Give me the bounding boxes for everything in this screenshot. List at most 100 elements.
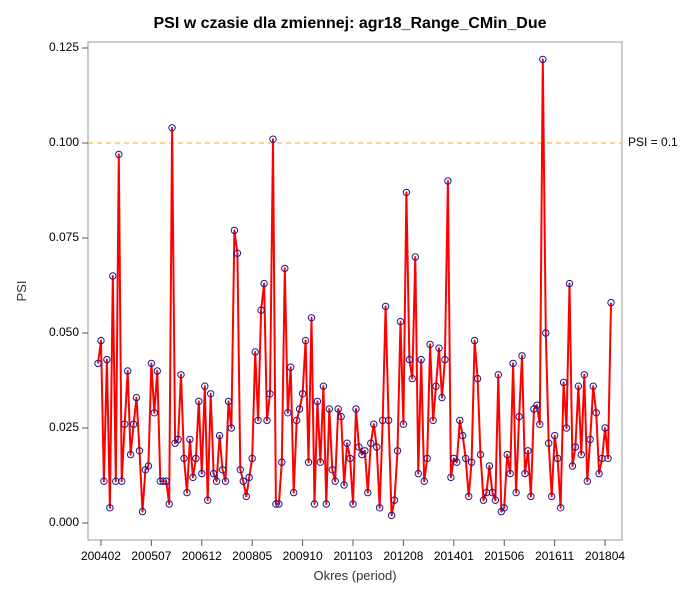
data-point bbox=[138, 507, 147, 516]
data-point bbox=[150, 409, 159, 417]
plot-area-frame bbox=[87, 41, 623, 541]
data-point bbox=[260, 279, 268, 288]
data-point bbox=[121, 420, 129, 428]
data-point bbox=[97, 336, 105, 345]
data-point bbox=[444, 177, 452, 185]
data-point bbox=[361, 447, 369, 455]
data-point bbox=[100, 477, 108, 485]
data-point bbox=[390, 496, 399, 504]
y-tick-label: 0.050 bbox=[49, 325, 79, 339]
data-point bbox=[198, 469, 206, 478]
data-point bbox=[124, 367, 132, 375]
data-point bbox=[153, 367, 162, 375]
data-point bbox=[420, 477, 428, 485]
data-point bbox=[316, 458, 325, 466]
x-tick-label: 201506 bbox=[484, 549, 524, 563]
y-tick-label: 0.075 bbox=[49, 230, 79, 244]
data-point bbox=[337, 412, 345, 421]
y-tick-label: 0.025 bbox=[49, 420, 79, 434]
data-point bbox=[367, 439, 375, 447]
data-point bbox=[135, 447, 144, 455]
data-point bbox=[177, 371, 185, 379]
data-point bbox=[162, 477, 170, 485]
data-point bbox=[384, 416, 393, 425]
data-point bbox=[515, 412, 523, 421]
data-point bbox=[509, 359, 517, 368]
data-point bbox=[542, 329, 550, 337]
data-point bbox=[215, 431, 224, 440]
data-point bbox=[290, 488, 298, 497]
data-point bbox=[524, 447, 532, 455]
data-point bbox=[438, 393, 446, 402]
x-tick-label: 200612 bbox=[182, 549, 222, 563]
data-point bbox=[521, 469, 529, 478]
data-point bbox=[352, 405, 360, 413]
data-point bbox=[423, 454, 431, 463]
data-point bbox=[218, 466, 227, 474]
data-point bbox=[447, 473, 455, 482]
data-point bbox=[183, 488, 191, 497]
data-point bbox=[325, 405, 333, 413]
data-point bbox=[548, 492, 556, 501]
data-point bbox=[221, 477, 230, 485]
psi-series-line bbox=[97, 58, 612, 517]
data-point bbox=[319, 382, 328, 390]
data-point bbox=[118, 477, 126, 485]
data-point bbox=[393, 447, 402, 455]
data-point bbox=[539, 55, 547, 64]
data-point bbox=[551, 431, 559, 440]
data-point bbox=[411, 253, 419, 261]
data-point bbox=[195, 397, 203, 406]
data-point bbox=[340, 481, 348, 489]
data-point bbox=[462, 454, 470, 463]
x-tick-label: 201208 bbox=[383, 549, 423, 563]
data-point bbox=[298, 390, 307, 398]
data-point bbox=[453, 458, 461, 466]
reference-line-group: PSI = 0.1 bbox=[88, 135, 678, 149]
data-point bbox=[376, 504, 384, 512]
data-point bbox=[233, 249, 242, 257]
data-point bbox=[204, 496, 212, 504]
data-point bbox=[165, 500, 173, 508]
data-point bbox=[301, 336, 310, 345]
data-point bbox=[227, 424, 236, 432]
data-point bbox=[245, 473, 253, 482]
data-point bbox=[251, 348, 259, 356]
data-point bbox=[263, 416, 271, 425]
data-point bbox=[189, 473, 197, 482]
data-point bbox=[465, 492, 473, 501]
y-axis-label: PSI bbox=[14, 281, 29, 302]
data-point bbox=[156, 477, 165, 485]
data-point bbox=[174, 435, 182, 444]
data-point bbox=[518, 352, 526, 360]
data-point bbox=[224, 397, 233, 406]
data-point bbox=[281, 264, 289, 273]
data-point bbox=[144, 462, 153, 470]
data-point bbox=[396, 317, 405, 326]
data-point bbox=[500, 504, 508, 512]
y-tick-label: 0.000 bbox=[49, 515, 79, 529]
data-point bbox=[103, 355, 111, 364]
psi-series-markers bbox=[94, 55, 615, 520]
data-point bbox=[456, 416, 464, 425]
x-tick-label: 200910 bbox=[283, 549, 323, 563]
x-axis: 200402 200507 200612 200805 200910 201103 2012… bbox=[81, 540, 625, 563]
data-point bbox=[322, 500, 330, 508]
data-point bbox=[402, 188, 411, 197]
data-point bbox=[441, 355, 449, 364]
data-point bbox=[349, 500, 357, 508]
data-point bbox=[592, 409, 600, 417]
data-point bbox=[479, 496, 488, 504]
data-point bbox=[132, 393, 141, 402]
data-point bbox=[115, 150, 123, 159]
data-point bbox=[346, 454, 354, 463]
data-point bbox=[568, 462, 577, 470]
data-point bbox=[331, 477, 339, 485]
data-point bbox=[577, 450, 585, 459]
x-tick-label: 200507 bbox=[131, 549, 171, 563]
data-point bbox=[307, 314, 316, 322]
data-point bbox=[248, 454, 256, 463]
data-point bbox=[254, 416, 262, 425]
data-point bbox=[275, 500, 283, 508]
